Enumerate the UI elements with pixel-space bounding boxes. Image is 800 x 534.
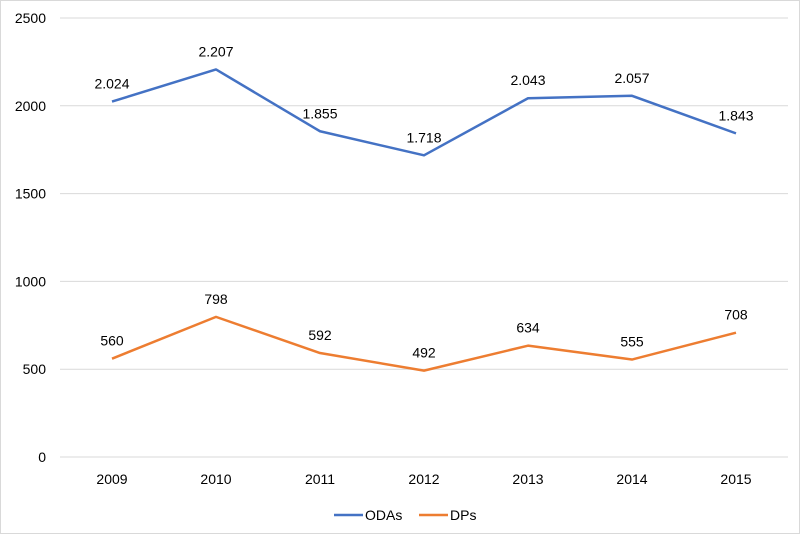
data-label: 2.043 <box>510 72 545 88</box>
legend-label: DPs <box>450 507 476 523</box>
data-label: 1.843 <box>718 107 753 123</box>
series-line-dps <box>111 315 737 372</box>
data-label: 2.207 <box>198 43 233 59</box>
x-tick-label: 2015 <box>720 471 751 487</box>
x-tick-label: 2012 <box>408 471 439 487</box>
data-label: 798 <box>204 291 228 307</box>
series-line-odas <box>111 68 737 157</box>
data-label: 592 <box>308 327 332 343</box>
x-tick-label: 2011 <box>305 471 335 487</box>
data-label: 492 <box>412 345 436 361</box>
x-tick-label: 2013 <box>512 471 543 487</box>
data-label: 2.024 <box>94 76 129 92</box>
x-tick-label: 2010 <box>200 471 231 487</box>
y-tick-label: 2500 <box>15 10 46 26</box>
y-tick-label: 1500 <box>15 186 46 202</box>
legend-label: ODAs <box>365 507 402 523</box>
data-label: 1.855 <box>302 105 337 121</box>
data-label: 634 <box>516 320 540 336</box>
data-label: 560 <box>100 333 124 349</box>
data-label: 555 <box>620 334 644 350</box>
data-label: 708 <box>724 307 748 323</box>
y-tick-label: 1000 <box>15 273 46 289</box>
data-label: 1.718 <box>406 129 441 145</box>
x-tick-label: 2014 <box>616 471 647 487</box>
x-tick-label: 2009 <box>96 471 127 487</box>
y-tick-label: 500 <box>23 361 47 377</box>
y-tick-label: 2000 <box>15 98 46 114</box>
data-label: 2.057 <box>614 70 649 86</box>
y-tick-label: 0 <box>38 449 46 465</box>
